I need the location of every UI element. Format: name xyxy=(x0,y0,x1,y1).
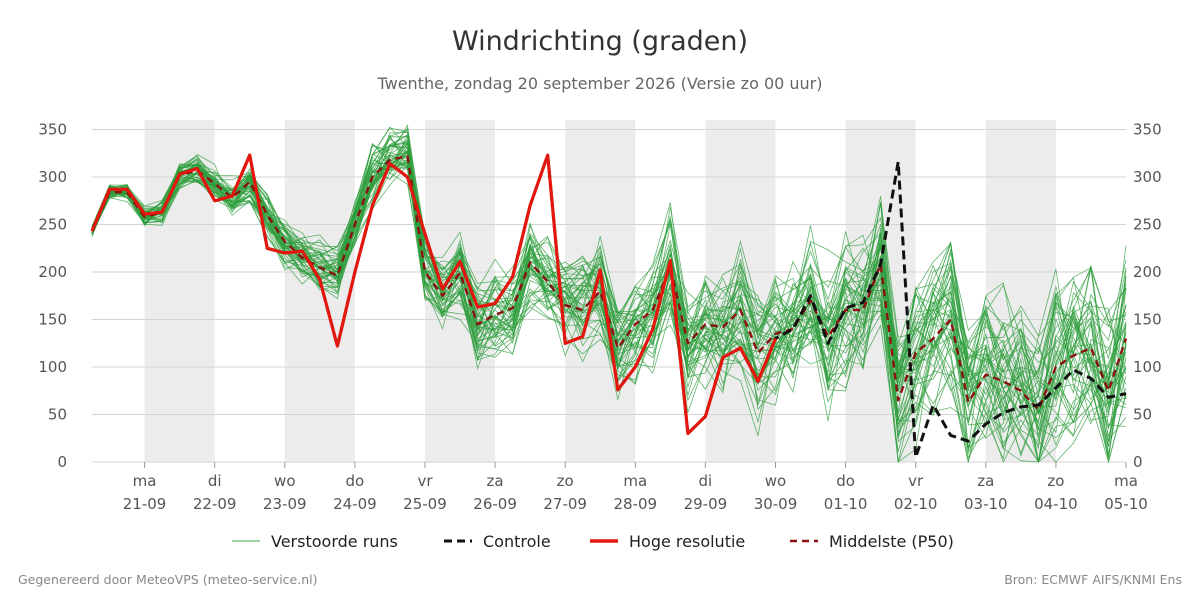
x-tick-date-14: 05-10 xyxy=(1104,495,1148,513)
x-tick-date-5: 26-09 xyxy=(473,495,517,513)
x-tick-day-10: do xyxy=(836,472,855,490)
x-tick-date-6: 27-09 xyxy=(543,495,587,513)
legend-label-hoge-resolutie: Hoge resolutie xyxy=(629,532,745,551)
x-tick-day-4: vr xyxy=(417,472,433,490)
chart-title: Windrichting (graden) xyxy=(452,26,748,57)
x-tick-day-12: za xyxy=(977,472,994,490)
y-tick-right-250: 250 xyxy=(1133,216,1162,234)
shaded-day-29-09 xyxy=(705,120,776,462)
x-tick-date-0: 21-09 xyxy=(123,495,167,513)
y-tick-right-300: 300 xyxy=(1133,168,1162,186)
x-tick-day-13: zo xyxy=(1047,472,1064,490)
x-tick-date-12: 03-10 xyxy=(964,495,1008,513)
legend-label-middelste: Middelste (P50) xyxy=(829,532,954,551)
x-tick-day-1: di xyxy=(208,472,222,490)
legend-label-verstoorde-runs: Verstoorde runs xyxy=(271,532,398,551)
x-tick-date-1: 22-09 xyxy=(193,495,237,513)
main-series xyxy=(90,153,1128,459)
y-tick-left-300: 300 xyxy=(38,168,67,186)
x-tick-date-4: 25-09 xyxy=(403,495,447,513)
x-tick-date-3: 24-09 xyxy=(333,495,377,513)
y-tick-right-50: 50 xyxy=(1133,406,1152,424)
y-axis-right: 0 50 100 150 200 250 300 350 xyxy=(1133,121,1162,472)
y-tick-left-200: 200 xyxy=(38,263,67,281)
legend: Verstoorde runs Controle Hoge resolutie … xyxy=(232,532,954,551)
chart-subtitle: Twenthe, zondag 20 september 2026 (Versi… xyxy=(376,74,822,93)
x-tick-date-7: 28-09 xyxy=(613,495,657,513)
y-tick-left-150: 150 xyxy=(38,311,67,329)
y-tick-right-200: 200 xyxy=(1133,263,1162,281)
legend-item-middelste: Middelste (P50) xyxy=(790,532,954,551)
x-tick-date-8: 29-09 xyxy=(684,495,728,513)
y-tick-right-350: 350 xyxy=(1133,121,1162,139)
x-tick-date-10: 01-10 xyxy=(824,495,868,513)
footer-generated-by: Gegenereerd door MeteoVPS (meteo-service… xyxy=(18,572,318,587)
ensemble-member-50 xyxy=(91,134,1127,442)
x-tick-date-2: 23-09 xyxy=(263,495,307,513)
y-tick-left-250: 250 xyxy=(38,216,67,234)
x-tick-date-9: 30-09 xyxy=(754,495,798,513)
x-tick-day-5: za xyxy=(487,472,504,490)
x-tick-day-2: wo xyxy=(274,472,295,490)
y-tick-right-0: 0 xyxy=(1133,453,1143,471)
x-tick-date-11: 02-10 xyxy=(894,495,938,513)
ensemble-member-30 xyxy=(91,154,1127,405)
y-tick-left-50: 50 xyxy=(48,406,67,424)
y-tick-left-0: 0 xyxy=(57,453,67,471)
ensemble-member-42 xyxy=(91,160,1127,455)
y-tick-left-100: 100 xyxy=(38,358,67,376)
y-tick-left-350: 350 xyxy=(38,121,67,139)
x-tick-day-9: wo xyxy=(765,472,786,490)
y-tick-right-150: 150 xyxy=(1133,311,1162,329)
x-tick-day-3: do xyxy=(346,472,365,490)
legend-item-hoge-resolutie: Hoge resolutie xyxy=(590,532,745,551)
y-axis-left: 0 50 100 150 200 250 300 350 xyxy=(38,121,67,472)
shaded-day-23-09 xyxy=(284,120,355,462)
legend-item-controle: Controle xyxy=(444,532,551,551)
series-line-hoge-resolutie xyxy=(90,153,777,436)
x-tick-day-14: ma xyxy=(1114,472,1138,490)
x-tick-day-11: vr xyxy=(908,472,924,490)
x-tick-date-13: 04-10 xyxy=(1034,495,1078,513)
legend-item-verstoorde-runs: Verstoorde runs xyxy=(232,532,398,551)
footer-source: Bron: ECMWF AIFS/KNMI Ens xyxy=(1004,572,1182,587)
x-tick-day-6: zo xyxy=(557,472,574,490)
x-axis: ma 21-09 di 22-09 wo 23-09 do 24-09 vr 25-09 za 26-… xyxy=(123,462,1148,513)
legend-label-controle: Controle xyxy=(483,532,551,551)
y-tick-right-100: 100 xyxy=(1133,358,1162,376)
x-tick-day-8: di xyxy=(699,472,713,490)
x-tick-day-0: ma xyxy=(133,472,157,490)
x-tick-day-7: ma xyxy=(623,472,647,490)
